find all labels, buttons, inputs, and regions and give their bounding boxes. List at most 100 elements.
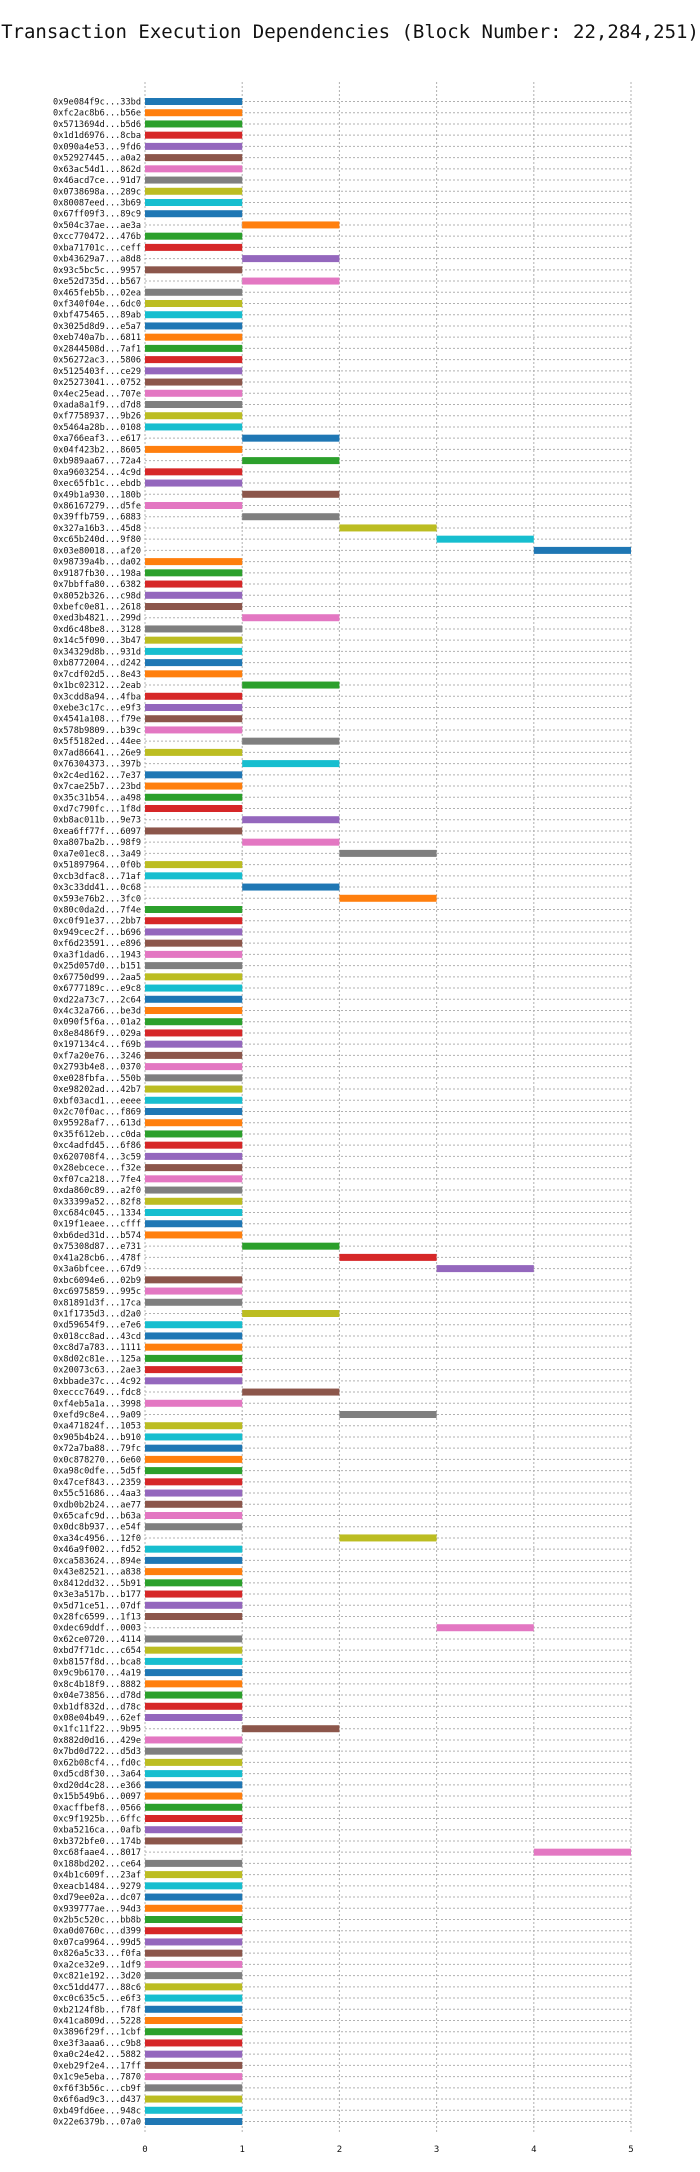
transaction-bar (145, 1343, 243, 1351)
transaction-label: 0xda860c89...a2f0 (53, 1186, 141, 1196)
transaction-label: 0x07ca9964...99d5 (53, 1938, 141, 1948)
transaction-label: 0x949cec2f...b696 (53, 928, 141, 938)
transaction-bar (145, 2050, 243, 2058)
transaction-label: 0xbc6094e6...02b9 (53, 1276, 141, 1286)
transaction-bar (145, 1500, 243, 1508)
transaction-bar (145, 1646, 243, 1654)
transaction-label: 0x578b9809...b39c (53, 726, 141, 736)
transaction-bar (145, 1781, 243, 1789)
transaction-label: 0x4c32a766...be3d (53, 1007, 141, 1017)
transaction-bar (145, 1366, 243, 1374)
transaction-bar (145, 1007, 243, 1014)
transaction-label: 0x3025d8d9...e5a7 (53, 322, 141, 332)
transaction-label: 0xf6f3b56c...cb9f (53, 2084, 141, 2094)
transaction-bar (145, 232, 243, 240)
transaction-bar (145, 1837, 243, 1845)
transaction-bar (145, 1916, 243, 1923)
transaction-label: 0xec65fb1c...ebdb (53, 479, 141, 489)
transaction-bar (145, 872, 243, 880)
transaction-bar (145, 333, 243, 341)
transaction-label: 0xeb740a7b...6811 (53, 333, 141, 343)
transaction-label: 0xfc2ac8b6...b56e (53, 109, 141, 119)
transaction-label: 0xc9f1925b...6ffc (53, 1815, 141, 1825)
transaction-label: 0xeccc7649...fdc8 (53, 1388, 141, 1398)
transaction-label: 0x86167279...d5fe (53, 502, 141, 512)
transaction-label: 0xc0c635c5...e6f3 (53, 1994, 141, 2004)
transaction-label: 0xbefc0e81...2618 (53, 603, 141, 613)
transaction-bar (145, 199, 243, 206)
transaction-bar (145, 154, 243, 162)
transaction-bar (145, 187, 243, 195)
transaction-label: 0x7ad86641...26e9 (53, 748, 141, 758)
transaction-label: 0x090a4e53...9fd6 (53, 142, 141, 152)
transaction-label: 0x9e084f9c...33bd (53, 98, 141, 108)
transaction-label: 0x8052b326...c98d (53, 591, 141, 601)
transaction-label: 0xbbade37c...4c92 (53, 1377, 141, 1387)
transaction-label: 0x49b1a930...180b (53, 490, 141, 500)
transaction-label: 0xada8a1f9...d7d8 (53, 401, 141, 411)
transaction-label: 0x6777189c...e9c8 (53, 984, 141, 994)
transaction-bar (145, 1635, 243, 1643)
transaction-label: 0xc0f91e37...2bb7 (53, 917, 141, 927)
transaction-bar (145, 1276, 243, 1284)
transaction-bar (145, 1422, 243, 1430)
transaction-label: 0xbd7f71dc...c654 (53, 1646, 141, 1656)
transaction-bar (145, 928, 243, 936)
transaction-label: 0x19f1eaee...cfff (53, 1220, 141, 1230)
transaction-bar (145, 906, 243, 913)
transaction-bar (145, 131, 243, 139)
transaction-bar (145, 1332, 243, 1340)
transaction-bar (145, 1815, 243, 1822)
transaction-label: 0x1d1d6976...8cba (53, 131, 141, 141)
transaction-label: 0xa0c24e42...5882 (53, 2050, 141, 2060)
transaction-bar (145, 569, 243, 577)
transaction-bar (145, 704, 243, 711)
transaction-label: 0xa0d0760c...d399 (53, 1927, 141, 1937)
transaction-label: 0x72a7ba88...79fc (53, 1444, 141, 1454)
transaction-label: 0x8412dd32...5b91 (53, 1579, 141, 1589)
transaction-bar (145, 1859, 243, 1867)
transaction-label: 0x08e04b49...62ef (53, 1714, 141, 1724)
transaction-label: 0x5d71ce51...07df (53, 1601, 141, 1611)
transaction-label: 0xea6ff77f...6097 (53, 827, 141, 837)
transaction-bar (145, 726, 243, 734)
transaction-bar (242, 490, 340, 498)
transaction-bar (145, 636, 243, 644)
transaction-bar (145, 502, 243, 509)
transaction-bar (145, 2118, 243, 2125)
transaction-bar (145, 1960, 243, 1968)
transaction-label: 0x1bc02312...2eab (53, 681, 141, 691)
transaction-bar (145, 142, 243, 150)
transaction-bar (145, 805, 243, 812)
transaction-label: 0x826a5c33...f0fa (53, 1949, 141, 1959)
transaction-bar (145, 109, 243, 117)
transaction-bar (242, 838, 340, 846)
transaction-label: 0x0c878270...6e60 (53, 1455, 141, 1465)
transaction-bar (145, 1444, 243, 1452)
transaction-bar (533, 546, 631, 554)
transaction-label: 0x5125403f...ce29 (53, 367, 141, 377)
transaction-label: 0xb372bfe0...174b (53, 1837, 141, 1847)
transaction-bar (145, 2106, 243, 2114)
transaction-label: 0x93c5bc5c...9957 (53, 266, 141, 276)
transaction-label: 0x35f612eb...c0da (53, 1130, 141, 1140)
transaction-label: 0xba5216ca...0afb (53, 1826, 141, 1836)
transaction-bar (145, 580, 243, 588)
transaction-bar (145, 2005, 243, 2013)
transaction-bar (145, 1141, 243, 1149)
transaction-bar (436, 535, 534, 543)
transaction-bar (533, 1848, 631, 1856)
transaction-bar (145, 243, 243, 251)
transaction-label: 0x327a16b3...45d8 (53, 524, 141, 534)
transaction-label: 0xb1df832d...d78c (53, 1702, 141, 1712)
transaction-bar (145, 1085, 243, 1093)
transaction-label: 0x80087eed...3b69 (53, 199, 141, 209)
transaction-bar (145, 1758, 243, 1766)
transaction-label: 0x80c0da2d...7f4e (53, 906, 141, 916)
transaction-label: 0xc4adfd45...6f86 (53, 1141, 141, 1151)
transaction-bar (145, 120, 243, 128)
transaction-label: 0x62ce0720...4114 (53, 1635, 141, 1645)
transaction-label: 0xcc770472...476b (53, 232, 141, 242)
transaction-bar (145, 1478, 243, 1486)
transaction-label: 0xb8772004...d242 (53, 659, 141, 669)
